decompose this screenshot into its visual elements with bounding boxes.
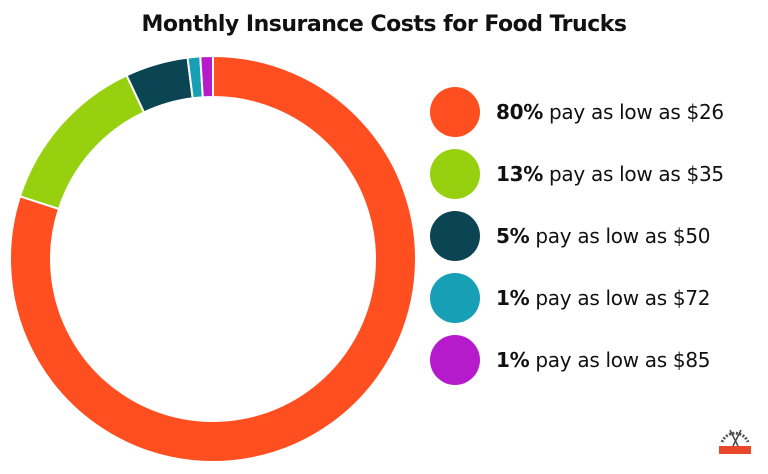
legend-percent: 1%: [496, 286, 530, 310]
legend-swatch: [430, 149, 480, 199]
legend-label: 13% pay as low as $35: [496, 162, 724, 186]
donut-slice-1: [18, 73, 146, 211]
legend-swatch: [430, 335, 480, 385]
legend-swatch: [430, 87, 480, 137]
legend-swatch: [430, 273, 480, 323]
legend-percent: 80%: [496, 100, 543, 124]
legend-text: pay as low as $85: [529, 348, 711, 372]
donut-chart: [9, 54, 417, 463]
legend-percent: 5%: [496, 224, 530, 248]
legend-text: pay as low as $26: [542, 100, 724, 124]
legend-percent: 1%: [496, 348, 530, 372]
legend-label: 5% pay as low as $50: [496, 224, 711, 248]
legend-label: 1% pay as low as $72: [496, 286, 711, 310]
logo: [719, 429, 751, 454]
legend-text: pay as low as $72: [529, 286, 711, 310]
legend-item: 1% pay as low as $72: [430, 273, 711, 323]
legend-text: pay as low as $50: [529, 224, 711, 248]
legend-item: 1% pay as low as $85: [430, 335, 711, 385]
legend-label: 1% pay as low as $85: [496, 348, 711, 372]
legend-item: 5% pay as low as $50: [430, 211, 711, 261]
legend-item: 13% pay as low as $35: [430, 149, 724, 199]
legend-text: pay as low as $35: [542, 162, 724, 186]
donut-slice-4: [199, 54, 214, 99]
legend-swatch: [430, 211, 480, 261]
donut-slice-0: [9, 54, 417, 463]
chart-title: Monthly Insurance Costs for Food Trucks: [141, 12, 627, 37]
legend-item: 80% pay as low as $26: [430, 87, 724, 137]
legend-percent: 13%: [496, 162, 543, 186]
legend-label: 80% pay as low as $26: [496, 100, 724, 124]
